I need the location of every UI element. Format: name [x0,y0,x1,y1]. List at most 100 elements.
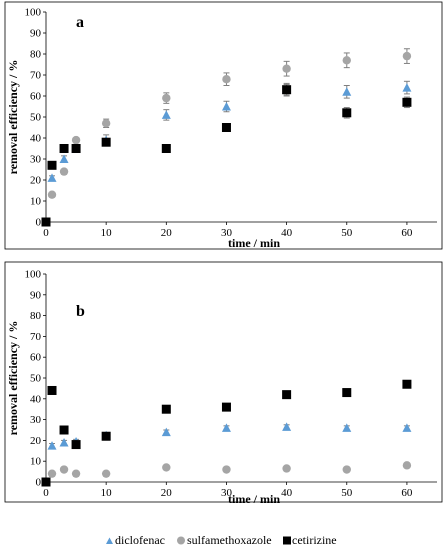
x-tick-label: 0 [43,227,49,239]
panel-a: a time / min removal efficiency / % 0 10 2… [4,1,443,250]
data-point-diclofenac [47,173,57,182]
x-tick-label: 30 [221,487,233,499]
data-point-cetirizine [47,385,57,395]
data-point-diclofenac [221,423,231,432]
panel-b: b time / min removal efficiency / % 0 10 2… [4,261,443,506]
data-point-cetirizine [221,123,231,132]
y-tick-label: 40 [30,133,42,145]
data-point-sulfamethoxazole [47,469,57,478]
data-point-diclofenac [402,83,412,92]
data-point-diclofenac [59,154,69,163]
legend-label-cetirizine: cetirizine [292,533,337,547]
x-tick-label: 40 [281,227,293,239]
data-point-sulfamethoxazole [282,64,291,73]
y-tick-label: 0 [36,477,42,489]
data-point-diclofenac [161,110,171,119]
y-tick-label: 70 [30,70,42,82]
x-tick-label: 20 [161,227,173,239]
y-tick-label: 60 [30,352,42,364]
data-point-diclofenac [342,423,352,432]
data-point-cetirizine [402,379,412,389]
data-point-cetirizine [342,108,352,118]
y-tick-label: 0 [36,217,42,229]
y-tick-label: 100 [25,269,42,281]
legend-item-sulfamethoxazole: sulfamethoxazole [177,533,272,547]
y-tick-label: 70 [30,331,42,343]
y-tick-label: 30 [30,154,42,166]
x-tick-label: 60 [401,227,413,239]
data-point-diclofenac [282,422,292,431]
y-tick-label: 90 [30,28,42,40]
x-tick-label: 30 [221,227,233,239]
data-point-diclofenac [342,87,352,96]
panel-a-ylabel: removal efficiency / % [6,60,20,175]
x-tick-label: 20 [161,487,173,499]
y-tick-label: 10 [30,196,42,208]
data-point-sulfamethoxazole [222,75,231,84]
data-point-cetirizine [41,217,51,227]
data-point-cetirizine [161,144,171,153]
y-tick-label: 40 [30,393,42,405]
legend-square-marker [283,536,291,545]
data-point-sulfamethoxazole [59,465,69,474]
data-point-cetirizine [402,97,412,107]
data-point-cetirizine [59,425,69,435]
data-point-sulfamethoxazole [402,461,412,470]
data-point-cetirizine [71,144,81,153]
legend-item-diclofenac: diclofenac [106,533,165,547]
legend: diclofenac sulfamethoxazole cetirizine [106,533,337,547]
y-tick-label: 80 [30,310,42,322]
data-point-sulfamethoxazole [59,167,69,176]
panel-b-xlabel: time / min [228,492,280,506]
y-tick-label: 20 [30,175,42,187]
data-point-sulfamethoxazole [162,463,171,472]
data-point-cetirizine [282,85,292,95]
data-point-diclofenac [221,102,231,111]
data-point-diclofenac [402,423,412,432]
y-tick-label: 20 [30,435,42,447]
data-point-cetirizine [282,390,292,400]
data-point-sulfamethoxazole [71,135,81,145]
data-point-sulfamethoxazole [162,93,171,103]
data-point-diclofenac [161,427,171,437]
data-point-diclofenac [47,441,57,450]
y-tick-label: 100 [25,7,42,19]
data-point-sulfamethoxazole [71,469,81,478]
y-tick-label: 50 [30,373,42,385]
data-point-cetirizine [221,402,231,412]
data-point-sulfamethoxazole [342,465,351,474]
legend-triangle-marker [106,537,113,544]
data-point-sulfamethoxazole [101,469,111,478]
data-point-sulfamethoxazole [342,56,351,65]
x-tick-label: 50 [341,227,353,239]
data-point-sulfamethoxazole [282,464,291,473]
x-tick-label: 10 [101,487,113,499]
y-tick-label: 80 [30,49,42,61]
data-point-cetirizine [342,388,352,398]
panel-b-frame [4,261,443,503]
data-point-sulfamethoxazole [222,465,231,474]
data-point-cetirizine [71,440,81,450]
data-point-cetirizine [101,431,111,441]
data-point-cetirizine [47,160,57,170]
legend-label-diclofenac: diclofenac [115,533,165,547]
x-tick-label: 10 [101,227,113,239]
data-point-sulfamethoxazole [402,51,412,61]
data-point-sulfamethoxazole [47,190,57,199]
panel-a-frame [4,1,443,250]
panel-a-letter: a [76,14,84,31]
panel-b-ylabel: removal efficiency / % [6,321,20,436]
data-point-cetirizine [101,137,111,147]
data-point-diclofenac [59,437,69,447]
legend-item-cetirizine: cetirizine [283,533,337,547]
y-tick-label: 90 [30,289,42,301]
data-point-cetirizine [59,144,69,153]
y-tick-label: 10 [30,456,42,468]
data-point-cetirizine [161,404,171,414]
x-tick-label: 60 [401,487,413,499]
data-point-sulfamethoxazole [101,119,111,128]
x-tick-label: 40 [281,487,293,499]
panel-a-xlabel: time / min [228,236,280,250]
panel-b-letter: b [76,303,85,320]
